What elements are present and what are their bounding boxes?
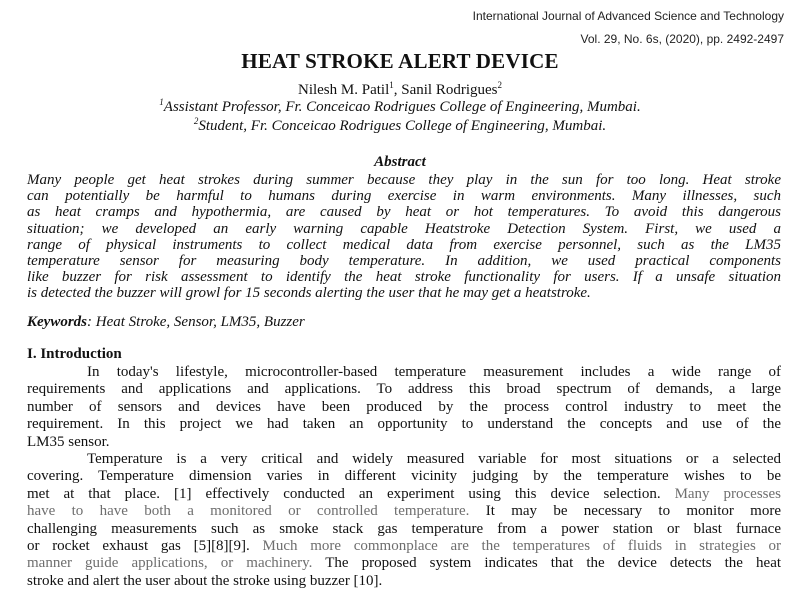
paragraph-text: met at that place. [1] effectively condu… — [27, 485, 661, 502]
abstract-body: Many people get heat strokes during summ… — [27, 172, 781, 302]
abstract-line: can potentially be harmful to humans dur… — [27, 188, 781, 205]
affiliation-text: Student, Fr. Conceicao Rodrigues College… — [198, 118, 607, 134]
author-affiliation-mark: 1 — [389, 80, 394, 90]
paragraph-line: met at that place. [1] effectively condu… — [27, 486, 781, 503]
author-separator: , — [393, 82, 402, 98]
affiliation-mark: 2 — [193, 116, 199, 126]
intro-paragraph-2: Temperature is a very critical and widel… — [27, 451, 781, 590]
abstract-line: range of physical instruments to collect… — [27, 236, 781, 253]
intro-paragraph-1: In today's lifestyle, microcontroller-ba… — [27, 364, 781, 451]
paragraph-line: have to have both a monitored or control… — [27, 503, 781, 520]
author-name: Sanil Rodrigues — [401, 82, 498, 98]
paragraph-line: manner guide applications, or machinery.… — [27, 555, 781, 572]
affiliation-text: Assistant Professor, Fr. Conceicao Rodri… — [163, 99, 641, 115]
paragraph-line: requirements and applications and applic… — [27, 381, 781, 398]
abstract-line: situation; we developed an early warning… — [27, 220, 781, 237]
paragraph-line: LM35 sensor. — [27, 433, 110, 450]
paragraph-text: It may be necessary to monitor more — [485, 503, 782, 520]
affiliation: 2Student, Fr. Conceicao Rodrigues Colleg… — [0, 116, 800, 135]
paragraph-line: stroke and alert the user about the stro… — [27, 572, 383, 589]
abstract-line: like buzzer for risk assessment to ident… — [27, 269, 781, 286]
journal-name: International Journal of Advanced Scienc… — [472, 9, 784, 23]
section-title: . Introduction — [32, 346, 122, 362]
keywords: Keywords: Heat Stroke, Sensor, LM35, Buz… — [27, 314, 305, 331]
keywords-text: : Heat Stroke, Sensor, LM35, Buzzer — [87, 314, 305, 330]
paragraph-text-gray: manner guide applications, or machinery. — [27, 555, 313, 572]
keywords-label: Keywords — [27, 314, 87, 330]
paragraph-line: Temperature is a very critical and widel… — [87, 451, 781, 467]
affiliation: 1Assistant Professor, Fr. Conceicao Rodr… — [0, 97, 800, 116]
paragraph-line: covering. Temperature dimension varies i… — [27, 468, 781, 485]
paragraph-line: In today's lifestyle, microcontroller-ba… — [87, 364, 781, 380]
paragraph-text-gray: have to have both a monitored or control… — [27, 503, 470, 520]
author-list: Nilesh M. Patil1, Sanil Rodrigues2 — [0, 80, 800, 99]
section-number: I — [27, 346, 33, 362]
abstract-line: temperature sensor for measuring body te… — [27, 253, 781, 270]
paragraph-line: challenging measurements such as smoke s… — [27, 520, 781, 537]
paragraph-line: or rocket exhaust gas [5][8][9]. Much mo… — [27, 538, 781, 555]
affiliation-mark: 1 — [159, 97, 164, 107]
abstract-line: is detected the buzzer will growl for 15… — [27, 285, 591, 302]
paragraph-text: The proposed system indicates that the d… — [325, 555, 782, 572]
journal-issue: Vol. 29, No. 6s, (2020), pp. 2492-2497 — [580, 32, 784, 46]
paragraph-text: or rocket exhaust gas [5][8][9]. — [27, 538, 250, 555]
paragraph-text-gray: Many processes — [674, 485, 781, 502]
paragraph-text-gray: Much more commonplace are the temperatur… — [262, 538, 782, 555]
paragraph-line: requirement. In this project we had take… — [27, 416, 781, 433]
paper-title: HEAT STROKE ALERT DEVICE — [241, 49, 559, 73]
abstract-line: Many people get heat strokes during summ… — [27, 172, 781, 188]
author-affiliation-mark: 2 — [497, 80, 503, 90]
author-name: Nilesh M. Patil — [297, 82, 390, 98]
paragraph-line: number of sensors and devices have been … — [27, 398, 781, 415]
abstract-heading: Abstract — [374, 154, 426, 170]
abstract-line: as heat cramps and hypothermia, are caus… — [27, 204, 781, 221]
section-heading: I. Introduction — [27, 346, 122, 363]
